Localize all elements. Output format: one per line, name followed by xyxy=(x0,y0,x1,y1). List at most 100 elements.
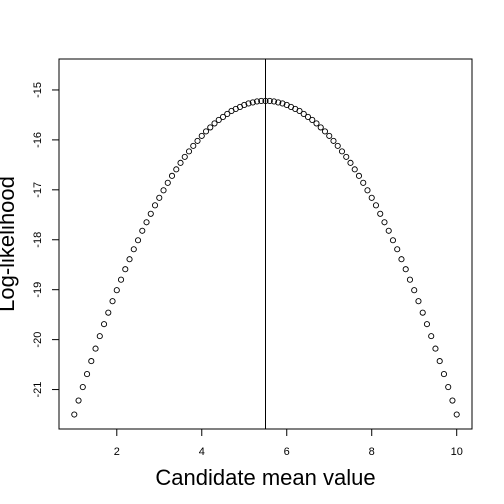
y-tick-label: -18 xyxy=(32,232,44,248)
data-point xyxy=(428,333,435,340)
y-tick-label: -20 xyxy=(32,332,44,348)
data-point xyxy=(139,227,146,234)
y-axis: -21 -20 -19 -18 -17 -16 -15 xyxy=(32,82,59,398)
data-point xyxy=(143,219,150,226)
data-point xyxy=(190,142,197,149)
data-point xyxy=(334,142,341,149)
x-tick-label: 8 xyxy=(369,446,375,458)
data-point xyxy=(215,116,222,123)
data-point xyxy=(164,179,171,186)
data-point xyxy=(266,97,273,104)
data-point xyxy=(105,309,112,316)
data-point xyxy=(419,309,426,316)
x-axis-title: Candidate mean value xyxy=(155,465,375,490)
data-point xyxy=(253,98,261,105)
data-point xyxy=(368,194,375,201)
data-point xyxy=(338,148,346,155)
data-point xyxy=(377,210,384,217)
data-point xyxy=(198,132,205,139)
data-point xyxy=(364,187,371,194)
y-tick-label: -21 xyxy=(32,382,44,398)
x-tick-label: 4 xyxy=(199,446,205,458)
data-point xyxy=(360,179,367,186)
data-point xyxy=(372,202,380,209)
data-point xyxy=(130,246,137,253)
data-point xyxy=(211,120,218,127)
data-point xyxy=(88,358,95,365)
data-point xyxy=(168,172,176,179)
x-tick-label: 6 xyxy=(284,446,290,458)
data-point xyxy=(241,101,248,108)
data-point xyxy=(185,148,193,155)
data-point xyxy=(173,166,180,173)
y-tick-label: -17 xyxy=(32,182,44,198)
data-point xyxy=(411,287,418,294)
y-tick-label: -16 xyxy=(32,132,44,148)
data-point xyxy=(270,98,278,105)
data-point xyxy=(300,110,307,117)
data-point xyxy=(258,97,265,104)
data-point xyxy=(219,113,227,120)
x-tick-label: 2 xyxy=(114,446,120,458)
data-point xyxy=(126,256,133,263)
data-point xyxy=(321,128,329,135)
data-point xyxy=(355,172,363,179)
data-point xyxy=(117,276,125,283)
data-point xyxy=(249,99,256,106)
data-point xyxy=(113,287,120,294)
data-point xyxy=(317,124,324,131)
data-point xyxy=(423,321,431,328)
y-tick-label: -15 xyxy=(32,82,44,98)
data-point xyxy=(156,194,163,201)
data-point xyxy=(453,411,460,418)
data-point xyxy=(181,153,188,160)
x-tick-label: 10 xyxy=(451,446,463,458)
x-axis: 2 4 6 8 10 xyxy=(114,429,463,458)
data-point xyxy=(151,202,159,209)
data-point xyxy=(177,159,184,166)
data-point xyxy=(160,187,167,194)
data-point xyxy=(194,137,201,144)
data-point xyxy=(100,321,108,328)
data-point xyxy=(449,397,456,404)
data-point xyxy=(75,397,82,404)
data-point xyxy=(202,128,210,135)
data-point xyxy=(406,276,414,283)
data-point xyxy=(440,371,448,378)
data-point xyxy=(71,411,78,418)
y-tick-label: -19 xyxy=(32,282,44,298)
data-point xyxy=(279,100,286,107)
data-point xyxy=(304,113,312,120)
data-point xyxy=(79,384,86,391)
data-point xyxy=(134,237,142,244)
data-point xyxy=(224,110,231,117)
data-point xyxy=(436,358,443,365)
data-point xyxy=(309,116,316,123)
data-point xyxy=(147,210,154,217)
data-point xyxy=(432,345,439,352)
data-point xyxy=(109,298,116,305)
data-point xyxy=(381,219,388,226)
data-point xyxy=(122,266,129,273)
data-point xyxy=(394,246,401,253)
data-point xyxy=(445,384,452,391)
data-point xyxy=(402,266,409,273)
data-point xyxy=(245,100,252,107)
data-point xyxy=(389,237,397,244)
data-point xyxy=(96,333,103,340)
data-point xyxy=(92,345,99,352)
data-point xyxy=(296,107,303,114)
y-axis-title: Log-likelihood xyxy=(0,176,19,312)
data-point xyxy=(83,371,91,378)
data-point xyxy=(330,137,337,144)
data-point xyxy=(207,124,214,131)
data-point xyxy=(398,256,405,263)
data-point xyxy=(313,120,320,127)
data-point xyxy=(326,132,333,139)
data-point xyxy=(415,298,422,305)
data-point xyxy=(351,166,358,173)
data-point xyxy=(275,99,282,106)
data-point xyxy=(385,227,392,234)
data-point xyxy=(347,159,354,166)
